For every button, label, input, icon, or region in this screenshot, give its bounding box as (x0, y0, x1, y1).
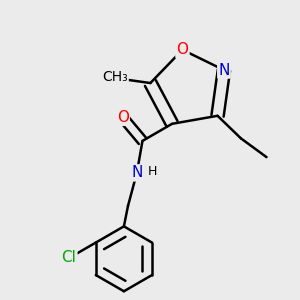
Text: Cl: Cl (61, 250, 76, 265)
Text: N: N (218, 63, 230, 78)
Text: H: H (148, 165, 157, 178)
Text: O: O (176, 42, 188, 57)
Text: N: N (131, 165, 142, 180)
Text: CH₃: CH₃ (102, 70, 128, 84)
Text: O: O (117, 110, 129, 125)
